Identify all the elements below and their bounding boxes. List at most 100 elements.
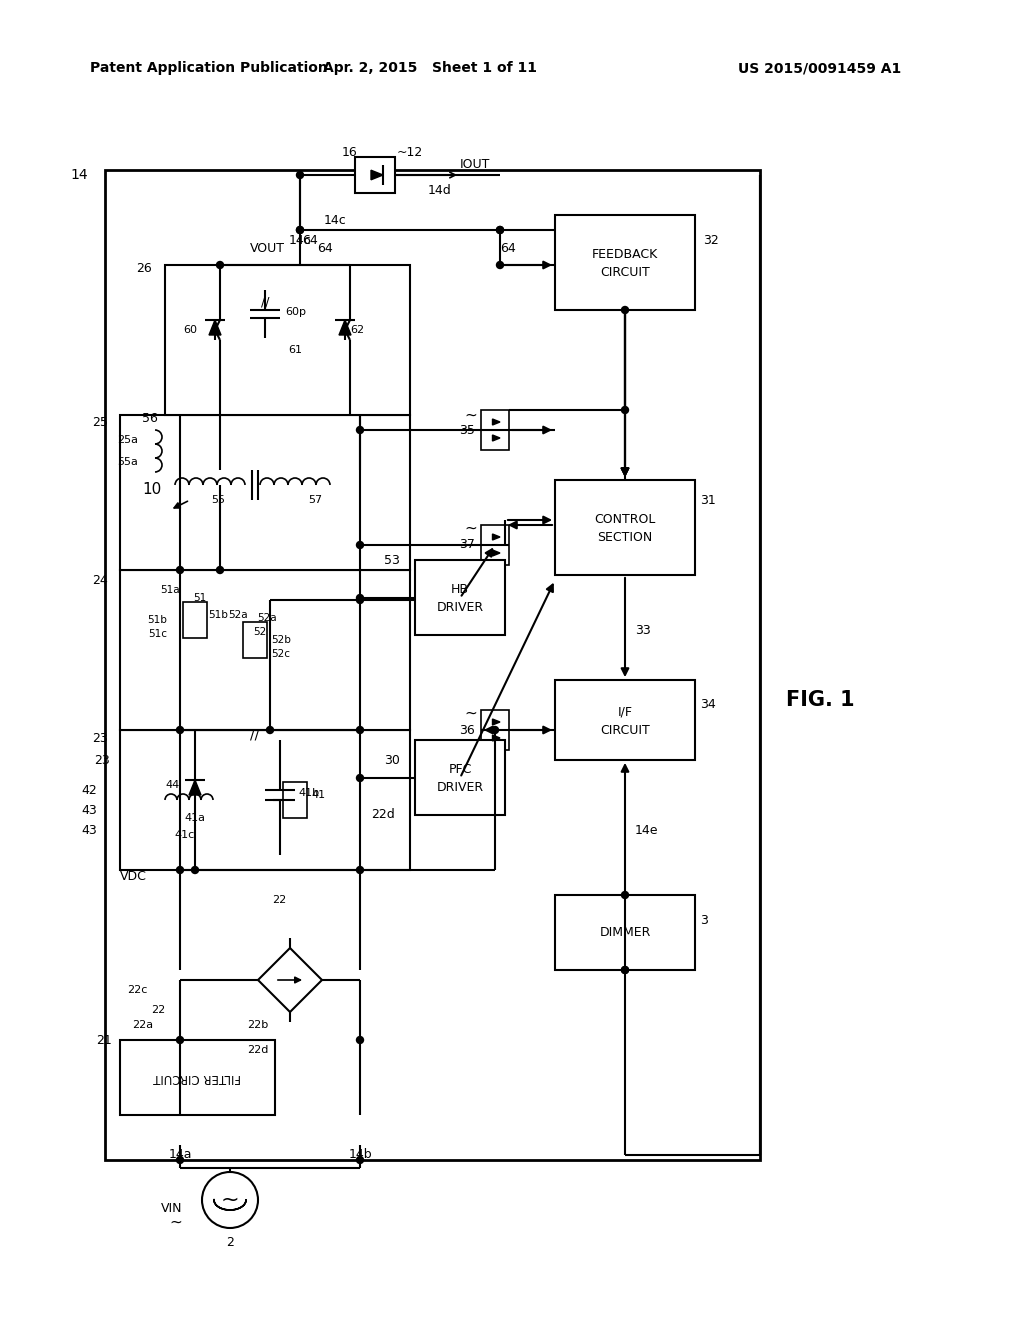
Polygon shape bbox=[371, 170, 383, 180]
Polygon shape bbox=[209, 319, 221, 335]
Circle shape bbox=[356, 1036, 364, 1044]
Circle shape bbox=[356, 866, 364, 874]
Text: ~12: ~12 bbox=[397, 147, 423, 160]
Circle shape bbox=[297, 227, 303, 234]
Polygon shape bbox=[493, 436, 500, 441]
Text: 51a: 51a bbox=[161, 585, 180, 595]
Text: 24: 24 bbox=[92, 573, 108, 586]
Text: CIRCUIT: CIRCUIT bbox=[600, 267, 650, 279]
Text: DRIVER: DRIVER bbox=[436, 781, 483, 795]
Text: 14d: 14d bbox=[428, 183, 452, 197]
Text: 32: 32 bbox=[703, 234, 719, 247]
Text: 22b: 22b bbox=[248, 1020, 268, 1030]
Text: 64: 64 bbox=[500, 242, 516, 255]
Text: 64: 64 bbox=[317, 242, 333, 255]
Text: SECTION: SECTION bbox=[597, 531, 652, 544]
Text: 61: 61 bbox=[288, 345, 302, 355]
Polygon shape bbox=[493, 418, 500, 425]
Text: 57: 57 bbox=[308, 495, 323, 506]
Circle shape bbox=[216, 566, 223, 573]
Text: 14: 14 bbox=[71, 168, 88, 182]
Text: 55: 55 bbox=[211, 495, 225, 506]
Text: 44: 44 bbox=[166, 780, 180, 789]
Text: 22a: 22a bbox=[132, 1020, 153, 1030]
Bar bbox=[120, 730, 410, 870]
Text: ~: ~ bbox=[221, 1191, 240, 1210]
Text: 52c: 52c bbox=[271, 649, 290, 659]
Polygon shape bbox=[339, 319, 351, 335]
Bar bbox=[355, 157, 395, 193]
Bar bbox=[283, 781, 307, 818]
Circle shape bbox=[176, 1156, 183, 1163]
Text: ~: ~ bbox=[464, 705, 477, 721]
Bar bbox=[555, 895, 695, 970]
Text: 23: 23 bbox=[94, 754, 110, 767]
Circle shape bbox=[622, 306, 629, 314]
Text: 36: 36 bbox=[459, 723, 475, 737]
Text: ~: ~ bbox=[464, 408, 477, 422]
Circle shape bbox=[216, 261, 223, 268]
Text: 51c: 51c bbox=[148, 630, 167, 639]
Circle shape bbox=[356, 1156, 364, 1163]
Bar bbox=[555, 480, 695, 576]
Text: 23: 23 bbox=[92, 731, 108, 744]
Text: 26: 26 bbox=[136, 261, 152, 275]
Circle shape bbox=[297, 172, 303, 178]
Text: DIMMER: DIMMER bbox=[599, 927, 650, 939]
Bar bbox=[120, 570, 410, 730]
Text: 43: 43 bbox=[81, 824, 97, 837]
Text: HB: HB bbox=[451, 583, 469, 597]
Circle shape bbox=[497, 261, 504, 268]
Polygon shape bbox=[493, 550, 500, 556]
Circle shape bbox=[622, 407, 629, 413]
Polygon shape bbox=[189, 780, 201, 795]
Text: 14e: 14e bbox=[635, 824, 658, 837]
Bar bbox=[183, 602, 207, 638]
Text: 52a: 52a bbox=[257, 612, 276, 623]
Bar bbox=[555, 680, 695, 760]
Polygon shape bbox=[258, 948, 322, 1012]
Text: 41b: 41b bbox=[298, 788, 319, 799]
Circle shape bbox=[492, 726, 499, 734]
Circle shape bbox=[266, 726, 273, 734]
Circle shape bbox=[622, 966, 629, 974]
Text: 14c: 14c bbox=[324, 214, 346, 227]
Text: 33: 33 bbox=[635, 623, 650, 636]
Text: I/F: I/F bbox=[617, 705, 633, 718]
Bar bbox=[481, 525, 509, 565]
Text: 35: 35 bbox=[459, 424, 475, 437]
Text: 56: 56 bbox=[142, 412, 158, 425]
Text: DRIVER: DRIVER bbox=[436, 601, 483, 614]
Text: 2: 2 bbox=[226, 1236, 233, 1249]
Text: ~: ~ bbox=[169, 1214, 182, 1229]
Bar bbox=[120, 1040, 275, 1115]
Text: US 2015/0091459 A1: US 2015/0091459 A1 bbox=[738, 61, 901, 75]
Circle shape bbox=[176, 726, 183, 734]
Text: 22d: 22d bbox=[372, 808, 395, 821]
Text: 22: 22 bbox=[272, 895, 287, 906]
Text: 25a: 25a bbox=[117, 436, 138, 445]
Circle shape bbox=[176, 1036, 183, 1044]
Text: VDC: VDC bbox=[120, 870, 146, 883]
Circle shape bbox=[497, 227, 504, 234]
Circle shape bbox=[176, 566, 183, 573]
Text: 3: 3 bbox=[700, 913, 708, 927]
Text: 53: 53 bbox=[384, 553, 400, 566]
Text: CIRCUIT: CIRCUIT bbox=[600, 723, 650, 737]
Text: 60: 60 bbox=[183, 325, 197, 335]
Circle shape bbox=[356, 775, 364, 781]
Text: 60p: 60p bbox=[285, 308, 306, 317]
Text: 14a: 14a bbox=[168, 1148, 191, 1162]
Text: 30: 30 bbox=[384, 754, 400, 767]
Text: //: // bbox=[261, 296, 269, 309]
Circle shape bbox=[356, 594, 364, 602]
Circle shape bbox=[356, 426, 364, 433]
Text: 25: 25 bbox=[92, 416, 108, 429]
Bar bbox=[415, 741, 505, 814]
Bar bbox=[555, 215, 695, 310]
Text: 22d: 22d bbox=[248, 1045, 268, 1055]
Bar bbox=[481, 411, 509, 450]
Circle shape bbox=[356, 726, 364, 734]
Text: 14b: 14b bbox=[348, 1148, 372, 1162]
Text: 31: 31 bbox=[700, 494, 716, 507]
